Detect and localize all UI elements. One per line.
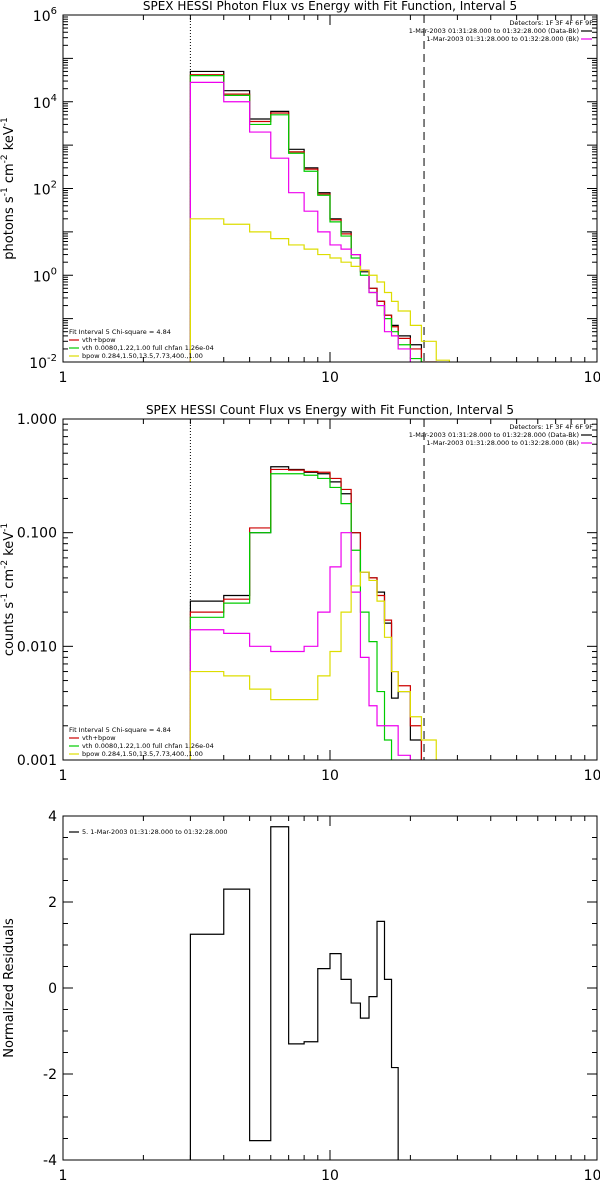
plot-panel-3: 1 10 100 -4 -2 0 2 4 Normalized Residuals 5. 1-Ma… [2,809,600,1184]
x-tick-label: 10 [321,1168,339,1184]
series-line-bpow [189,218,450,362]
chart-title: SPEX HESSI Photon Flux vs Energy with Fi… [143,0,517,13]
series-line-bpow [189,571,437,760]
y-tick-label: 100 [33,266,57,285]
series-group [189,466,437,760]
legend-entry: 1-Mar-2003 01:31:28.000 to 01:32:28.000 … [426,35,579,43]
chart-title: SPEX HESSI Count Flux vs Energy with Fit… [146,403,514,417]
legend-entry: vth+bpow [82,336,116,344]
series-line-vth [189,473,393,760]
legend-entry: 1-Mar-2003 01:31:28.000 to 01:32:28.000 … [409,431,579,439]
series-group [189,70,450,362]
legend-entry: vth 0.0080,1.22,1.00 full chfan 1.26e-04 [82,742,214,750]
x-tick-label: 100 [584,370,600,386]
x-tick-label: 10 [321,370,339,386]
x-tick-label: 1 [59,370,68,386]
legend-entry: vth 0.0080,1.22,1.00 full chfan 1.26e-04 [82,344,214,352]
legend-fit-header: Fit Interval 5 Chi-square = 4.84 [69,726,171,734]
y-axis-label: counts s-1 cm-2 keV-1 [0,523,17,656]
y-tick-label: 106 [33,6,57,25]
legend-detectors: Detectors: 1F 3F 4F 6F 9F [509,423,593,431]
y-tick-label: 2 [48,895,57,911]
plot-panel-2: SPEX HESSI Count Flux vs Energy with Fit… [0,403,600,784]
y-tick-label: 0.001 [17,753,57,769]
legend-entry: 5. 1-Mar-2003 01:31:28.000 to 01:32:28.0… [82,828,228,836]
legend-entry: 1-Mar-2003 01:31:28.000 to 01:32:28.000 … [409,27,579,35]
y-tick-label: 1.000 [17,412,57,428]
plot-frame [62,815,598,1161]
y-axis-label: Normalized Residuals [2,918,17,1058]
x-tick-label: 10 [321,768,339,784]
plot-frame [62,14,598,363]
series-line-bk [189,81,411,362]
y-tick-label: -4 [43,1153,57,1169]
legend-detectors: Detectors: 1F 3F 4F 6F 9F [509,19,593,27]
legend-entry: 1-Mar-2003 01:31:28.000 to 01:32:28.000 … [426,439,579,447]
x-tick-label: 100 [584,1168,600,1184]
series-group [189,826,399,1160]
y-tick-label: 102 [33,180,57,199]
legend-entry: vth+bpow [82,734,116,742]
y-tick-label: 104 [33,93,57,112]
y-tick-label: 10-2 [29,353,57,372]
y-tick-label: 0.010 [17,639,57,655]
legend-entry: bpow 0.284,1.50,13.5,7.73,400.,1.00 [82,750,203,758]
y-tick-label: 0.100 [17,526,57,542]
y-tick-label: 4 [48,809,57,825]
legend-entry: bpow 0.284,1.50,13.5,7.73,400.,1.00 [82,352,203,360]
legend-fit-header: Fit Interval 5 Chi-square = 4.84 [69,328,171,336]
plot-frame [62,418,598,761]
x-tick-label: 1 [59,768,68,784]
y-tick-label: 0 [48,981,57,997]
series-line-residuals [189,826,399,1160]
plot-panel-1: SPEX HESSI Photon Flux vs Energy with Fi… [0,0,600,386]
x-tick-label: 1 [59,1168,68,1184]
y-axis-label: photons s-1 cm-2 keV-1 [0,117,17,259]
y-tick-label: -2 [43,1067,57,1083]
series-line-vth_spex [189,468,423,760]
x-tick-label: 100 [584,768,600,784]
